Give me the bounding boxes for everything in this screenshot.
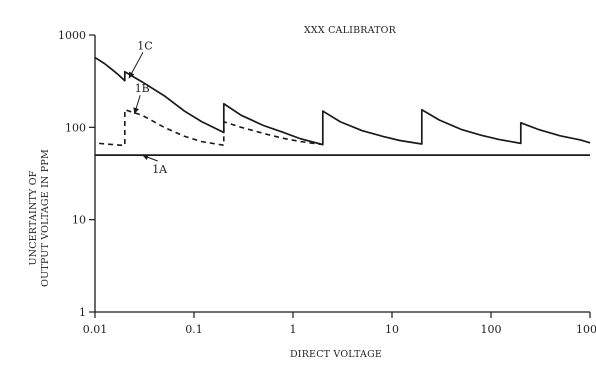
y-axis-title: UNCERTAINTY OF OUTPUT VOLTAGE IN PPM	[28, 149, 51, 287]
x-tick-label: 0.01	[83, 323, 108, 336]
annotation-arrow-1b	[133, 95, 141, 114]
series-layer	[94, 56, 591, 156]
y-axis-title-line-1: UNCERTAINTY OF	[28, 170, 39, 265]
y-axis-title-line-2: OUTPUT VOLTAGE IN PPM	[40, 149, 51, 287]
tick-marks: 0.01 0.1 1 10 100 1000 1 10 100 1000	[58, 29, 596, 336]
x-tick-label: 1000	[576, 323, 596, 336]
x-tick-label: 100	[481, 323, 502, 336]
annotation-label-1b: 1B	[135, 82, 150, 95]
chart-title: XXX CALIBRATOR	[304, 25, 397, 36]
y-tick-label: 100	[65, 121, 86, 134]
annotation-label-1a: 1A	[152, 163, 168, 176]
annotation-arrow-1c	[128, 52, 144, 79]
y-tick-label: 1000	[58, 29, 86, 42]
annotations: 1C 1B 1A	[128, 39, 168, 176]
y-tick-label: 10	[72, 214, 86, 227]
annotation-label-1c: 1C	[137, 39, 152, 52]
y-tick-label: 1	[79, 306, 86, 319]
annotation-arrow-1a	[142, 154, 158, 162]
x-tick-label: 10	[385, 323, 399, 336]
axes	[94, 35, 590, 313]
series-line-1b	[99, 108, 323, 147]
x-tick-label: 0.1	[185, 323, 203, 336]
x-axis-title: DIRECT VOLTAGE	[290, 349, 382, 360]
series-line-1c	[94, 56, 591, 146]
x-tick-label: 1	[290, 323, 297, 336]
